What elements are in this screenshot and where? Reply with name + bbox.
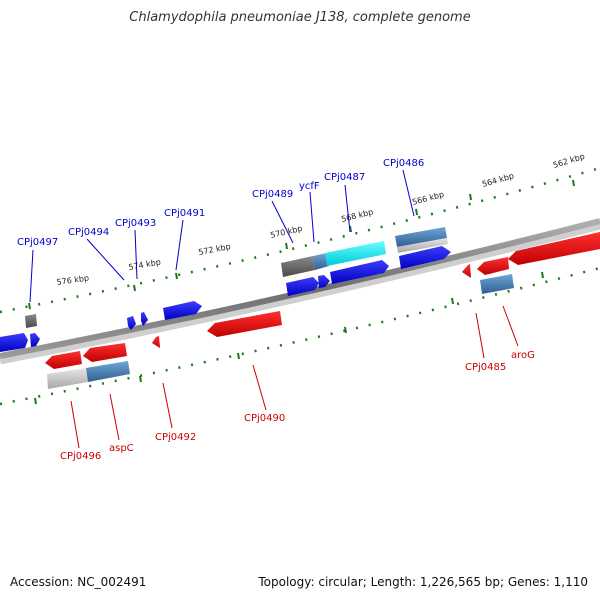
top-leader-lines: [29, 169, 415, 303]
gene-label: CPj0487: [324, 172, 365, 183]
scale-label: 564 kbp: [481, 171, 515, 189]
scale-label: 570 kbp: [269, 224, 303, 240]
scale-label: 576 kbp: [56, 274, 90, 287]
gene-arrow: [281, 256, 315, 277]
gene-label: CPj0494: [68, 227, 109, 238]
gene-arrow: [325, 241, 386, 266]
gene-arrow: [480, 274, 514, 294]
outer-major-ticks: [28, 179, 575, 310]
gene-label: CPj0489: [252, 189, 293, 200]
map-title: Chlamydophila pneumoniae J138, complete …: [129, 10, 471, 25]
gene-arrow: [141, 312, 148, 326]
gene-label: CPj0493: [115, 218, 156, 229]
gene-label: CPj0491: [164, 208, 205, 219]
gene-arrow: [462, 264, 471, 278]
gene-arrow: [83, 343, 127, 362]
gene-arrow: [163, 301, 202, 320]
gene-arrow: [30, 333, 40, 347]
gene-arrow: [0, 333, 28, 352]
gene-arrow: [318, 275, 330, 288]
genome-backbone-shadow: [0, 220, 600, 365]
reverse-genes: [45, 232, 600, 389]
gene-arrow: [399, 246, 451, 269]
forward-genes: [0, 227, 451, 352]
gene-arrow: [127, 316, 136, 330]
inner-major-ticks: [34, 271, 544, 405]
gene-arrow: [45, 351, 82, 369]
gene-label: CPj0486: [383, 158, 424, 169]
gene-label: aspC: [109, 443, 134, 454]
gene-arrow: [286, 277, 319, 296]
gene-label: CPj0497: [17, 237, 58, 248]
accession-text: Accession: NC_002491: [10, 575, 147, 589]
gene-label: CPj0492: [155, 432, 196, 443]
bottom-leader-lines: [70, 305, 519, 449]
gene-label: CPj0496: [60, 451, 101, 462]
scale-label: 574 kbp: [128, 257, 162, 272]
gene-arrow: [207, 311, 282, 337]
gene-arrow: [397, 238, 448, 253]
scale-label: 568 kbp: [340, 207, 374, 224]
gene-arrow: [330, 260, 389, 284]
gene-arrow: [86, 361, 130, 382]
gene-arrow: [395, 227, 447, 247]
gene-arrow: [25, 314, 37, 328]
scale-label: 566 kbp: [411, 190, 445, 207]
gene-arrow: [508, 232, 600, 265]
gene-arrow: [152, 336, 160, 348]
gene-arrow: [477, 257, 509, 275]
gene-label: CPj0485: [465, 362, 506, 373]
scale-label: 562 kbp: [552, 152, 586, 170]
scale-label: 572 kbp: [198, 242, 232, 257]
gene-label: ycfF: [299, 181, 320, 192]
top-gene-labels: CPj0497 CPj0494 CPj0493 CPj0491 CPj0489 …: [17, 158, 424, 248]
genome-summary: Topology: circular; Length: 1,226,565 bp…: [258, 575, 588, 589]
bottom-gene-labels: CPj0496 aspC CPj0492 CPj0490 CPj0485 aro…: [60, 350, 535, 462]
gene-label: aroG: [511, 350, 535, 361]
gene-arrow: [313, 253, 329, 270]
gene-arrow: [47, 368, 88, 389]
gene-label: CPj0490: [244, 413, 285, 424]
